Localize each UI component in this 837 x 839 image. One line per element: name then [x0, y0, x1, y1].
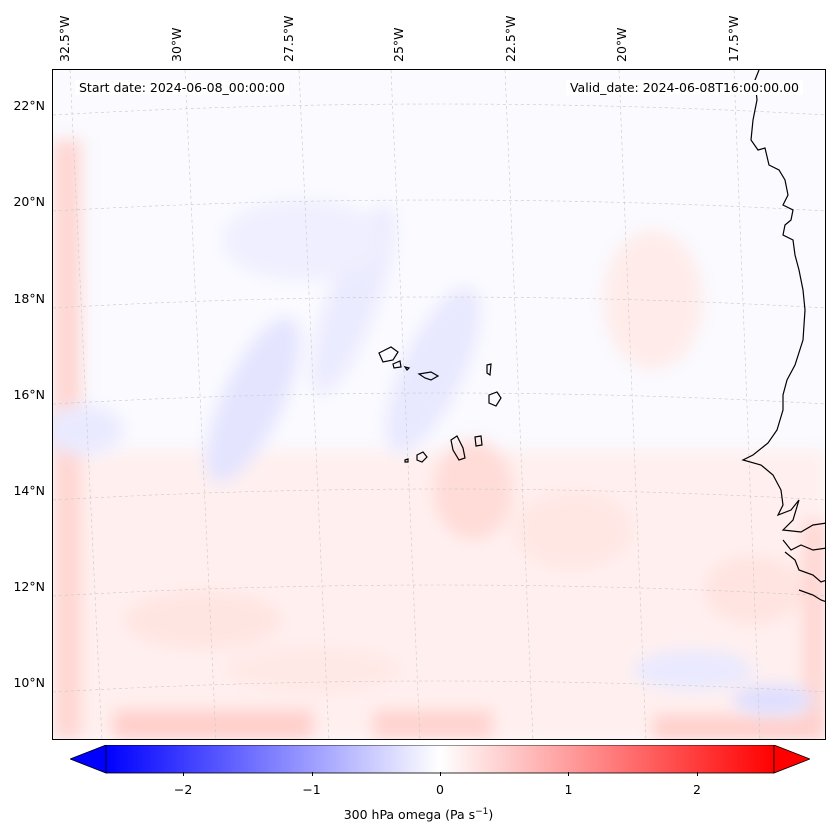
island-santo-antao [378, 346, 399, 363]
island-boa-vista [488, 391, 502, 407]
meridian-gridline [733, 70, 761, 739]
island-brava [404, 458, 409, 463]
island-sao-nicolau [417, 371, 440, 381]
latitude-label: 12°N [13, 579, 45, 594]
meridian-gridline [298, 70, 330, 739]
latitude-label: 18°N [13, 291, 45, 306]
meridian-gridline [390, 70, 421, 739]
island-santiago [450, 435, 466, 461]
island-sao-vicente [392, 360, 402, 369]
latitude-label: 16°N [13, 387, 45, 402]
graticule [53, 70, 825, 739]
colorbar-tickmark [311, 772, 313, 776]
island-santa-luzia [403, 366, 411, 371]
colorbar-body [105, 745, 775, 774]
meridian-gridline [184, 70, 217, 739]
meridian-gridline [618, 70, 647, 739]
positive-omega-regions [53, 140, 825, 739]
map-panel: Start date: 2024-06-08_00:00:00 Valid_da… [52, 69, 826, 740]
omega-map [53, 70, 825, 739]
colorbar-tick-label: −1 [302, 782, 321, 797]
longitude-label: 30°W [169, 27, 184, 62]
colorbar-tickmark [696, 772, 698, 776]
colorbar-tick-label: 1 [564, 782, 573, 797]
island-maio [474, 435, 483, 447]
island-sal [486, 363, 492, 377]
longitude-label: 22.5°W [503, 15, 518, 62]
colorbar-tick-label: −2 [173, 782, 193, 797]
start-date-label: Start date: 2024-06-08_00:00:00 [75, 80, 289, 95]
longitude-label: 25°W [391, 27, 406, 62]
parallel-gridline [53, 199, 825, 212]
longitude-label: 20°W [614, 27, 629, 62]
latitude-label: 10°N [13, 675, 45, 690]
latitude-label: 22°N [13, 98, 45, 113]
valid-date-label: Valid_date: 2024-06-08T16:00:00.00 [565, 80, 803, 95]
colorbar-label: 300 hPa omega (Pa s−1) [343, 807, 494, 823]
negative-omega-regions [53, 200, 813, 715]
parallel-gridline [53, 296, 825, 309]
parallel-gridline [53, 680, 825, 693]
colorbar-tickmark [440, 772, 441, 776]
colorbar-tickmark [183, 772, 185, 776]
colorbar-right-extension [773, 745, 810, 774]
parallel-gridline [53, 488, 825, 501]
parallel-gridline [53, 103, 825, 116]
meridian-gridline [69, 70, 103, 739]
parallel-gridline [53, 584, 825, 597]
parallel-gridline [53, 392, 825, 405]
colorbar-tickmark [568, 772, 570, 776]
longitude-label: 32.5°W [57, 15, 72, 62]
meridian-gridline [504, 70, 534, 739]
longitude-label: 27.5°W [281, 15, 296, 62]
latitude-label: 20°N [13, 194, 45, 209]
latitude-label: 14°N [13, 483, 45, 498]
colorbar-left-extension [70, 745, 107, 774]
colorbar-tick-label: 0 [436, 782, 444, 797]
island-fogo [416, 451, 428, 463]
colorbar-tick-label: 2 [692, 782, 701, 797]
longitude-label: 17.5°W [726, 15, 741, 62]
colorbar [70, 745, 810, 774]
